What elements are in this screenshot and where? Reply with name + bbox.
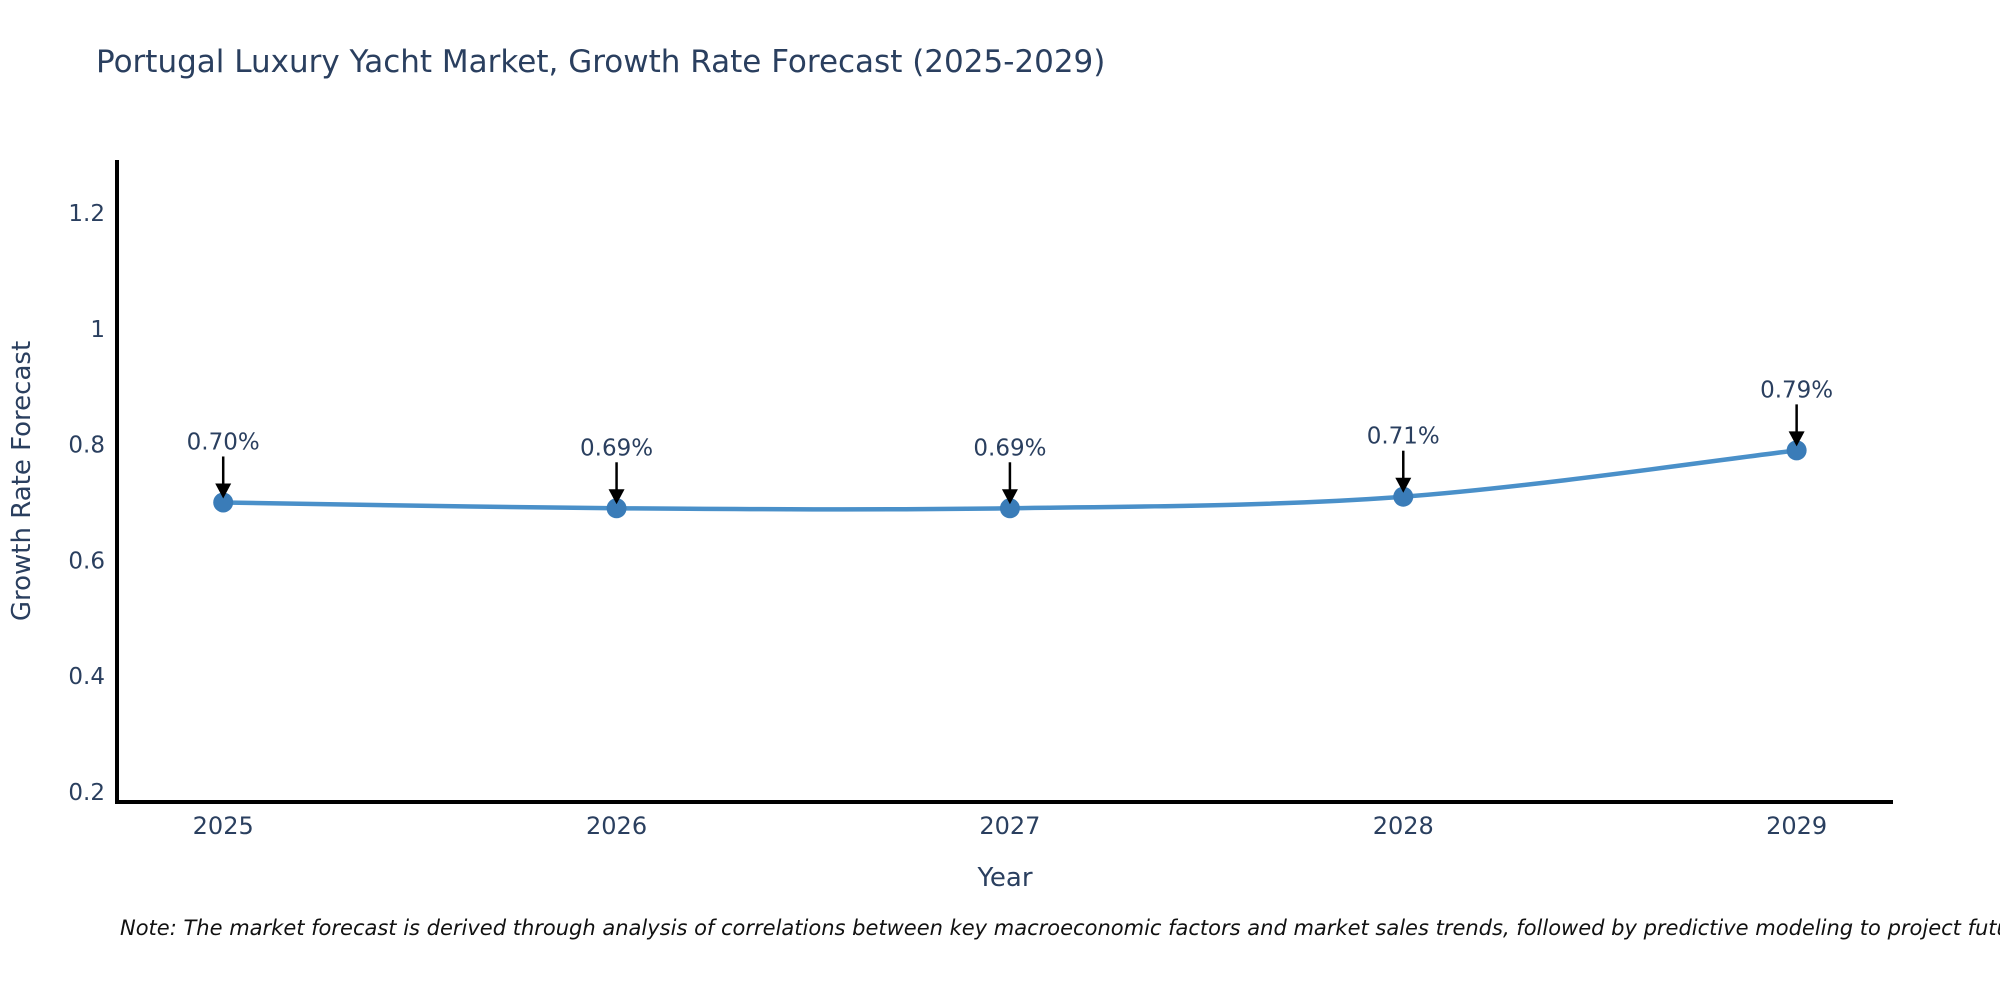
x-tick-label: 2027: [979, 812, 1040, 840]
data-point-marker: [1786, 440, 1807, 461]
y-tick-label: 0.8: [68, 433, 105, 459]
y-tick-label: 0.2: [68, 780, 105, 806]
y-axis-title: Growth Rate Forecast: [7, 341, 37, 621]
y-tick-label: 0.4: [68, 664, 105, 690]
annotation-label: 0.69%: [580, 435, 653, 461]
annotation-label: 0.71%: [1367, 424, 1440, 450]
chart-title: Portugal Luxury Yacht Market, Growth Rat…: [96, 44, 1106, 80]
data-point-marker: [606, 498, 627, 519]
annotation-arrowhead: [608, 489, 625, 505]
footnote: Note: The market forecast is derived thr…: [120, 916, 2000, 940]
annotation-label: 0.79%: [1760, 377, 1833, 403]
data-point-marker: [999, 498, 1020, 519]
annotation-arrowhead: [215, 483, 232, 499]
annotation-arrowhead: [1788, 431, 1805, 447]
x-tick-label: 2028: [1373, 812, 1434, 840]
y-tick-label: 1.2: [68, 201, 105, 227]
x-tick-label: 2029: [1766, 812, 1827, 840]
x-axis-title: Year: [976, 863, 1032, 893]
y-tick-label: 0.6: [68, 548, 105, 574]
annotation-label: 0.69%: [973, 435, 1046, 461]
data-point-marker: [1393, 486, 1414, 507]
annotation-arrowhead: [1395, 477, 1412, 493]
x-tick-label: 2025: [193, 812, 254, 840]
x-tick-label: 2026: [586, 812, 647, 840]
annotation-arrowhead: [1001, 489, 1018, 505]
data-point-marker: [213, 492, 234, 513]
y-tick-label: 1: [90, 317, 105, 343]
annotation-label: 0.70%: [187, 429, 260, 455]
